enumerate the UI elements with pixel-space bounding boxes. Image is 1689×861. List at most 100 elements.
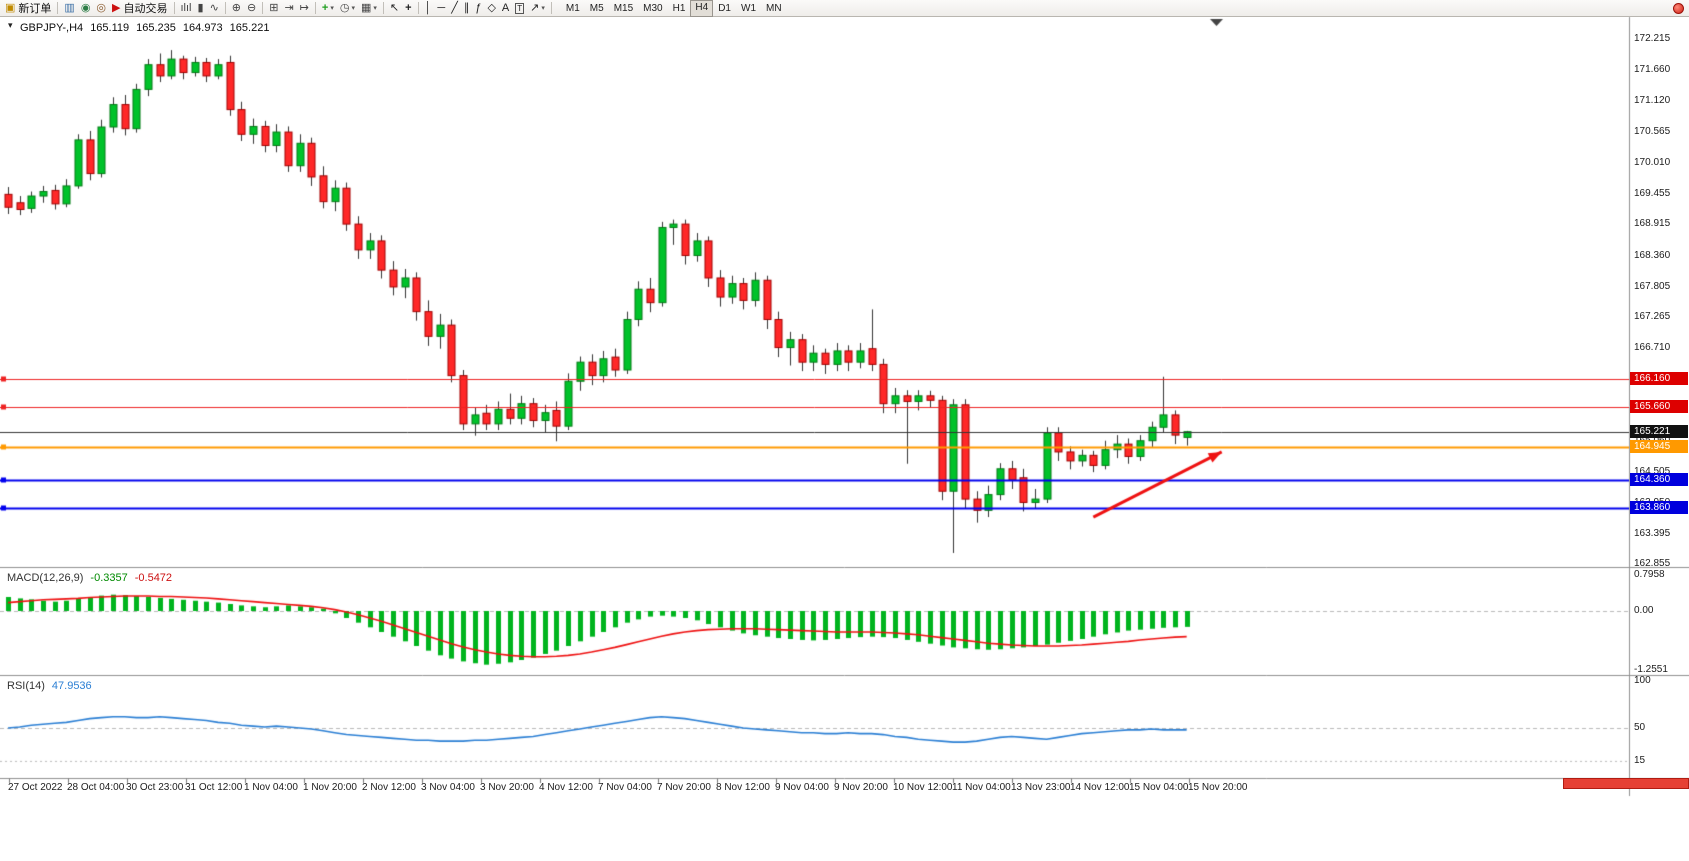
data-window-button[interactable]: ◉ bbox=[78, 1, 94, 16]
dropdown-caret-icon: ▾ bbox=[351, 4, 355, 12]
shapes-button[interactable]: ◇ bbox=[484, 1, 498, 16]
templates-icon: ▦ bbox=[360, 1, 372, 14]
horizontal-line-button[interactable]: ─ bbox=[434, 1, 448, 16]
timeframe-mn-button[interactable]: MN bbox=[766, 2, 782, 14]
price-scale-label: 171.120 bbox=[1634, 94, 1671, 106]
red-highlight-box bbox=[1563, 778, 1689, 789]
templates-button[interactable]: ▦ ▾ bbox=[358, 1, 380, 16]
time-axis-label: 1 Nov 20:00 bbox=[303, 782, 357, 793]
text-label-button[interactable]: T bbox=[512, 1, 527, 16]
time-axis-label: 7 Nov 20:00 bbox=[657, 782, 711, 793]
shapes-icon: ◇ bbox=[487, 1, 496, 14]
time-axis-label: 2 Nov 12:00 bbox=[362, 782, 416, 793]
time-axis-label: 30 Oct 23:00 bbox=[126, 782, 184, 793]
zoom-in-button[interactable]: ⊕ bbox=[229, 1, 244, 16]
crosshair-button[interactable]: + bbox=[402, 1, 414, 16]
timeframe-d1-button[interactable]: D1 bbox=[718, 2, 731, 14]
horizontal-line-icon: ─ bbox=[437, 1, 446, 14]
chart-symbol-period: GBPJPY-,H4 bbox=[20, 22, 84, 34]
macd-label: MACD(12,26,9) bbox=[7, 572, 84, 584]
equidistant-channel-button[interactable]: ∥ bbox=[461, 1, 473, 16]
auto-scroll-icon: ⇥ bbox=[284, 1, 294, 14]
chart-shift-button[interactable]: ↦ bbox=[297, 1, 312, 16]
price-scale-label: 170.565 bbox=[1634, 125, 1671, 137]
alert-icon[interactable] bbox=[1673, 3, 1684, 14]
text-label-icon: T bbox=[515, 2, 525, 14]
rsi-indicator-header: RSI(14) 47.9536 bbox=[7, 680, 92, 692]
price-badge: 166.160 bbox=[1630, 371, 1688, 385]
trendline-button[interactable]: ╱ bbox=[448, 1, 461, 16]
ohlc-high: 165.235 bbox=[136, 22, 176, 34]
auto-scroll-button[interactable]: ⇥ bbox=[281, 1, 296, 16]
rsi-label: RSI(14) bbox=[7, 680, 45, 692]
ohlc-close: 165.221 bbox=[229, 22, 270, 34]
timeframe-w1-button[interactable]: W1 bbox=[741, 2, 756, 14]
navigator-button[interactable]: ◎ bbox=[93, 1, 109, 16]
timeframe-m15-button[interactable]: M15 bbox=[613, 2, 634, 14]
timeframe-m30-button[interactable]: M30 bbox=[643, 2, 663, 14]
time-axis-label: 9 Nov 04:00 bbox=[775, 782, 829, 793]
zoom-out-icon: ⊖ bbox=[247, 1, 257, 14]
cursor-button[interactable]: ↖ bbox=[387, 1, 402, 16]
autotrading-button[interactable]: ▶ 自动交易 bbox=[109, 1, 170, 16]
periods-button[interactable]: ◷ ▾ bbox=[337, 1, 358, 16]
timeframe-h1-button[interactable]: H1 bbox=[672, 2, 686, 14]
time-axis-label: 13 Nov 23:00 bbox=[1011, 782, 1071, 793]
price-scale-label: 168.915 bbox=[1634, 218, 1671, 230]
text-button[interactable]: A bbox=[499, 1, 512, 16]
time-axis-label: 15 Nov 20:00 bbox=[1188, 782, 1248, 793]
time-axis-label: 14 Nov 12:00 bbox=[1070, 782, 1130, 793]
price-scale-label: 166.710 bbox=[1634, 342, 1671, 354]
line-chart-type-button[interactable]: ∿ bbox=[207, 1, 222, 16]
price-scale-label: 167.805 bbox=[1634, 280, 1671, 292]
candle-chart-type-button[interactable]: ▮ bbox=[195, 1, 207, 16]
new-order-button[interactable]: ▣ 新订单 bbox=[2, 1, 54, 16]
trendline-icon: ╱ bbox=[451, 1, 458, 14]
vertical-line-icon: │ bbox=[424, 1, 432, 14]
time-axis[interactable]: 27 Oct 2022 28 Oct 04:00 30 Oct 23:00 31 Oc… bbox=[0, 778, 1629, 796]
dropdown-caret-icon: ▾ bbox=[330, 4, 334, 12]
market-watch-button[interactable]: ▥ bbox=[61, 1, 77, 16]
dropdown-caret-icon: ▾ bbox=[373, 4, 377, 12]
chart-shift-icon: ↦ bbox=[299, 1, 309, 14]
equidistant-channel-icon: ∥ bbox=[463, 1, 470, 14]
time-axis-label: 8 Nov 12:00 bbox=[716, 782, 770, 793]
timeframe-m1-button[interactable]: M1 bbox=[565, 2, 580, 14]
price-scale-label: 167.265 bbox=[1634, 310, 1671, 322]
macd-scale-label: -1.2551 bbox=[1634, 663, 1668, 675]
candle-chart-type-icon: ▮ bbox=[197, 1, 204, 14]
ohlc-low: 164.973 bbox=[182, 22, 223, 34]
main-toolbar: ▣ 新订单 ▥ ◉ ◎ ▶ 自动交易 ılıl ▮ ∿ ⊕ ⊖ ⊞ ⇥ ↦ + ▾ ◷ ▾ ▦ ▾ ↖ + │ ─ ╱ ∥ ƒ ◇ A T ↗… bbox=[0, 0, 1689, 17]
macd-indicator-header: MACD(12,26,9) -0.3357 -0.5472 bbox=[7, 572, 172, 584]
zoom-out-button[interactable]: ⊖ bbox=[244, 1, 259, 16]
periods-icon: ◷ bbox=[339, 1, 350, 14]
one-click-trading-arrow-icon[interactable]: ▾ bbox=[8, 20, 13, 30]
chart-canvas[interactable] bbox=[0, 0, 1689, 800]
time-axis-label: 3 Nov 20:00 bbox=[480, 782, 534, 793]
autotrading-label: 自动交易 bbox=[123, 3, 168, 15]
toolbar-separator bbox=[262, 2, 264, 14]
price-badge: 163.860 bbox=[1630, 501, 1688, 515]
price-badge: 165.221 bbox=[1630, 424, 1688, 438]
time-axis-label: 7 Nov 04:00 bbox=[598, 782, 652, 793]
vertical-line-button[interactable]: │ bbox=[422, 1, 435, 16]
price-scale-label: 162.855 bbox=[1634, 558, 1671, 570]
arrows-button[interactable]: ↗ ▾ bbox=[527, 1, 548, 16]
price-scale-label: 169.455 bbox=[1634, 188, 1671, 200]
toolbar-separator bbox=[314, 2, 316, 14]
rsi-value: 47.9536 bbox=[51, 680, 92, 692]
price-scale-label: 170.010 bbox=[1634, 156, 1671, 168]
timeframe-m5-button[interactable]: M5 bbox=[589, 2, 604, 14]
indicators-button[interactable]: + ▾ bbox=[319, 1, 337, 16]
bar-chart-type-button[interactable]: ılıl bbox=[178, 1, 195, 16]
tile-windows-button[interactable]: ⊞ bbox=[266, 1, 281, 16]
timeframe-h4-button[interactable]: H4 bbox=[690, 0, 714, 17]
toolbar-separator bbox=[173, 2, 175, 14]
rsi-scale-label: 100 bbox=[1634, 675, 1651, 686]
time-axis-label: 9 Nov 20:00 bbox=[834, 782, 888, 793]
macd-scale-label: 0.00 bbox=[1634, 605, 1654, 616]
fibonacci-button[interactable]: ƒ bbox=[472, 1, 484, 16]
crosshair-icon: + bbox=[405, 1, 412, 14]
line-chart-type-icon: ∿ bbox=[209, 1, 219, 14]
toolbar-separator bbox=[550, 2, 552, 14]
